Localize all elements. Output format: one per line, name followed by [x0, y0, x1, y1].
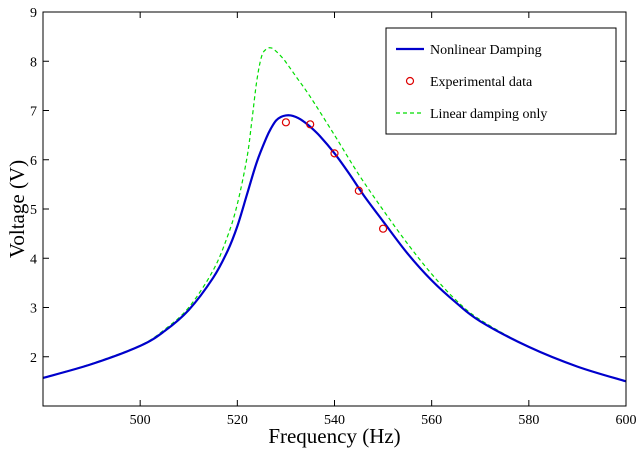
series-line-nonlinear-damping: [42, 114, 627, 383]
legend-label-linear-damping-only: Linear damping only: [430, 107, 547, 122]
data-point-experimental-data: [378, 224, 388, 233]
x-tick-label: 520: [227, 413, 248, 428]
y-tick-label: 5: [30, 203, 37, 218]
y-tick-label: 8: [30, 55, 37, 70]
x-tick-label: 560: [421, 413, 442, 428]
x-axis-title: Frequency (Hz): [268, 424, 400, 448]
x-tick-label: 540: [324, 413, 345, 428]
y-tick-label: 2: [30, 351, 37, 366]
y-tick-label: 7: [30, 105, 37, 120]
curves: [42, 47, 627, 383]
data-point-experimental-data: [281, 118, 291, 127]
data-point-experimental-data: [306, 120, 315, 129]
legend-box: [385, 27, 617, 135]
series-line-linear-damping-only: [42, 47, 627, 382]
tick-labels: 500 520 540 560 580 600 2 3 4 5 6 7 8 9: [30, 6, 637, 428]
legend-label-experimental-data: Experimental data: [430, 75, 533, 90]
legend-swatch-experimental-data: [405, 76, 415, 86]
x-tick-label: 600: [616, 413, 637, 428]
ticks: [43, 11, 627, 406]
y-tick-label: 4: [30, 252, 37, 267]
y-tick-label: 6: [30, 154, 37, 169]
x-tick-label: 500: [130, 413, 151, 428]
data-point-experimental-data: [354, 186, 363, 195]
legend-label-nonlinear-damping: Nonlinear Damping: [430, 43, 542, 58]
data-point-experimental-data: [330, 149, 339, 158]
y-tick-label: 3: [30, 302, 37, 317]
x-tick-label: 580: [518, 413, 539, 428]
y-axis-title: Voltage (V): [5, 160, 29, 258]
y-tick-label: 9: [30, 6, 37, 21]
legend: Nonlinear Damping Experimental data Linear…: [385, 27, 617, 135]
